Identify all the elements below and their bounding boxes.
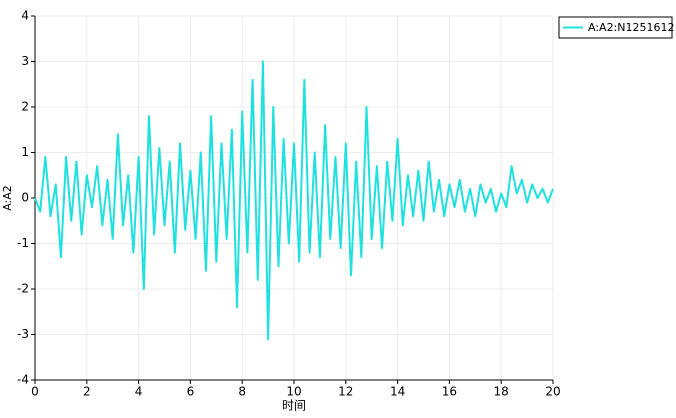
x-tick-label: 2	[83, 385, 91, 399]
x-tick-label: 14	[390, 385, 405, 399]
y-tick-label: 2	[21, 100, 29, 114]
y-axis-label: A:A2	[1, 185, 14, 211]
legend-box	[558, 16, 673, 39]
y-tick-label: -2	[17, 282, 29, 296]
x-tick-label: 4	[135, 385, 143, 399]
data-line	[34, 60, 554, 341]
y-tick-label: 0	[21, 191, 29, 205]
x-tick-label: 0	[31, 385, 39, 399]
x-tick-label: 18	[494, 385, 509, 399]
x-tick-label: 12	[338, 385, 353, 399]
x-tick-label: 16	[442, 385, 457, 399]
x-axis-label: 时间	[282, 399, 306, 413]
x-tick-label: 8	[238, 385, 246, 399]
x-tick-label: 20	[545, 385, 560, 399]
y-tick-label: 3	[21, 54, 29, 68]
y-tick-label: -4	[17, 373, 29, 387]
legend-label: A:A2:N1251612	[588, 21, 675, 34]
y-tick-label: -1	[17, 236, 29, 250]
y-tick-label: -3	[17, 327, 29, 341]
y-tick-label: 1	[21, 145, 29, 159]
x-tick-label: 6	[187, 385, 195, 399]
x-tick-label: 10	[286, 385, 301, 399]
y-tick-label: 4	[21, 9, 29, 23]
